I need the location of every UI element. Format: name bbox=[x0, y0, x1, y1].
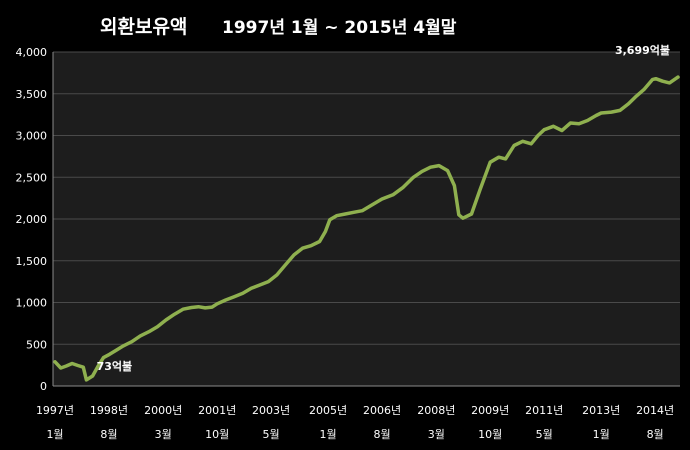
chart-subtitle: 1997년 1월 ~ 2015년 4월말 bbox=[222, 17, 457, 38]
x-tick-label: 2008년 bbox=[417, 404, 455, 417]
y-tick-label: 2,500 bbox=[16, 171, 48, 184]
x-tick-label: 2011년 bbox=[525, 404, 563, 417]
x-tick-label: 5월 bbox=[536, 428, 553, 441]
x-tick-label: 10월 bbox=[205, 428, 229, 441]
x-tick-label: 2000년 bbox=[144, 404, 182, 417]
annotations: 73억불 3,699억불 bbox=[97, 44, 670, 373]
x-tick-label: 1월 bbox=[593, 428, 610, 441]
y-tick-label: 1,000 bbox=[16, 297, 48, 310]
series-line bbox=[53, 75, 680, 382]
x-axis-ticks: 1997년 1월 1998년 8월 2000년 3월 2001년 10월 2003년 5월 2005… bbox=[36, 404, 674, 441]
x-tick-label: 2014년 bbox=[636, 404, 674, 417]
x-tick-label: 3월 bbox=[155, 428, 172, 441]
x-tick-label: 8월 bbox=[647, 428, 664, 441]
x-tick-label: 2009년 bbox=[471, 404, 509, 417]
x-tick-label: 1월 bbox=[320, 428, 337, 441]
y-tick-label: 3,500 bbox=[16, 88, 48, 101]
y-tick-label: 4,000 bbox=[16, 46, 48, 59]
x-tick-label: 3월 bbox=[428, 428, 445, 441]
x-tick-label: 1997년 bbox=[36, 404, 74, 417]
y-tick-label: 1,500 bbox=[16, 255, 48, 268]
x-tick-label: 10월 bbox=[478, 428, 502, 441]
chart-title: 외환보유액 bbox=[100, 16, 187, 38]
x-tick-label: 2001년 bbox=[198, 404, 236, 417]
x-tick-label: 2005년 bbox=[309, 404, 347, 417]
y-tick-label: 3,000 bbox=[16, 130, 48, 143]
x-tick-label: 2006년 bbox=[363, 404, 401, 417]
y-tick-label: 0 bbox=[40, 380, 47, 393]
x-tick-label: 8월 bbox=[100, 428, 117, 441]
x-tick-label: 2013년 bbox=[582, 404, 620, 417]
y-tick-label: 500 bbox=[26, 338, 47, 351]
y-tick-label: 2,000 bbox=[16, 213, 48, 226]
series-layer bbox=[53, 75, 680, 382]
x-tick-label: 8월 bbox=[373, 428, 390, 441]
annotation-max: 3,699억불 bbox=[615, 44, 670, 57]
annotation-min: 73억불 bbox=[97, 360, 133, 373]
x-tick-label: 2003년 bbox=[252, 404, 290, 417]
y-axis-ticks: 0 500 1,000 1,500 2,000 2,500 3,000 3,500 4,000 bbox=[16, 46, 48, 393]
x-tick-label: 1월 bbox=[46, 428, 63, 441]
x-tick-label: 5월 bbox=[263, 428, 280, 441]
grid-lines bbox=[52, 51, 680, 387]
x-tick-label: 1998년 bbox=[90, 404, 128, 417]
